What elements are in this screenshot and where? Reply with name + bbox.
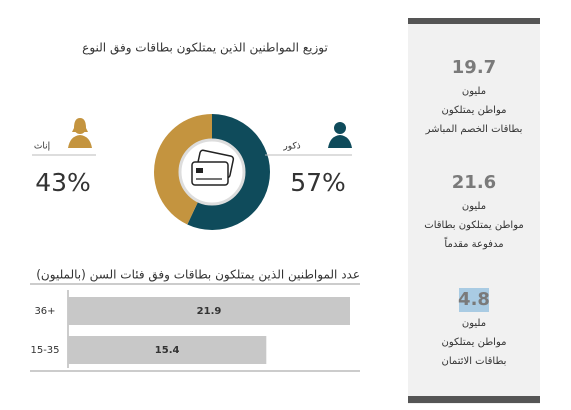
panel-bottom-bar	[408, 396, 540, 403]
male-icon	[328, 122, 352, 148]
stat-value: 4.8	[458, 289, 490, 310]
value-label: 43%	[35, 168, 91, 197]
stat-value: 21.6	[452, 172, 496, 193]
stat-text: مليون	[462, 86, 486, 97]
stat-text: بطاقات الخصم المباشر	[425, 124, 523, 135]
pie-title: توزيع المواطنين الذين يمتلكون بطاقات وفق…	[82, 41, 328, 56]
bar-title: عدد المواطنين الذين يمتلكون بطاقات وفق ف…	[36, 268, 360, 283]
stat-text: مليون	[462, 318, 486, 329]
cards-icon	[178, 138, 246, 206]
stat-text: مدفوعة مقدماً	[444, 236, 503, 250]
stat-value: 19.7	[452, 57, 496, 78]
value-label: 57%	[290, 168, 346, 197]
panel-top-bar	[408, 18, 540, 24]
stat-text: مواطن يمتلكون	[442, 105, 507, 116]
stat-text: مواطن يمتلكون	[442, 337, 507, 348]
donut-segment	[187, 114, 271, 230]
stat-text: بطاقات الائتمان	[442, 356, 507, 367]
legend-label: إناث	[34, 142, 50, 152]
category-label: 15-35	[30, 345, 59, 356]
stat-text: مواطن يمتلكون بطاقات	[424, 220, 523, 231]
legend-label: ذكور	[282, 142, 300, 152]
category-label: 36+	[34, 306, 55, 317]
female-icon	[68, 118, 92, 148]
stat-highlight	[459, 288, 489, 312]
bar	[68, 336, 267, 364]
bar	[68, 297, 350, 325]
stat-text: مليون	[462, 201, 486, 212]
bar-value: 21.9	[197, 306, 222, 317]
donut-segment	[154, 114, 212, 225]
bar-value: 15.4	[155, 345, 180, 356]
stats-panel	[408, 18, 540, 404]
